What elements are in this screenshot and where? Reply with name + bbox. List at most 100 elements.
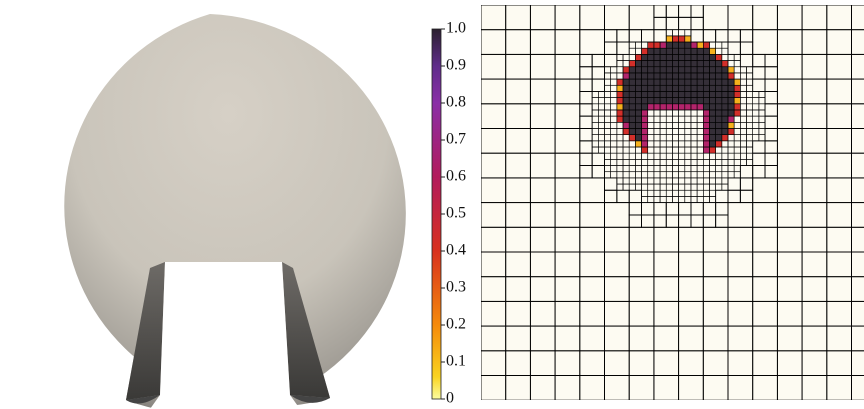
tick-label: 0.7 [446,131,466,148]
cell [697,42,703,48]
cell [623,98,629,104]
cell [728,129,734,135]
cell [685,98,691,104]
cell [666,73,672,79]
cell [691,48,697,54]
cell [648,104,654,110]
cell [617,98,623,104]
cell [679,104,685,110]
cell [635,116,641,122]
cell [709,122,715,128]
cell [635,67,641,73]
cell [697,73,703,79]
cell [697,91,703,97]
cell [722,67,728,73]
cell [629,135,635,141]
cell [642,54,648,60]
cell [691,91,697,97]
cell [709,98,715,104]
cell [716,54,722,60]
cell [635,85,641,91]
cell [716,98,722,104]
figure: 00.10.20.30.40.50.60.70.80.91.0 [0,0,864,409]
cell [623,73,629,79]
cell [728,122,734,128]
cell [728,98,734,104]
cell [734,79,740,85]
cell [703,98,709,104]
cell [642,73,648,79]
cell [617,104,623,110]
colorbar-ticks: 00.10.20.30.40.50.60.70.80.91.0 [441,20,466,407]
cell [629,122,635,128]
cell [654,79,660,85]
cell [703,110,709,116]
cell [672,48,678,54]
cell [672,54,678,60]
cell [672,98,678,104]
cell [648,98,654,104]
cell [709,67,715,73]
cell [703,61,709,67]
cell [629,98,635,104]
cell [722,129,728,135]
cell [635,73,641,79]
cell [672,85,678,91]
cell [654,104,660,110]
cell [629,67,635,73]
cell [709,110,715,116]
cell [660,67,666,73]
cell [660,79,666,85]
cell [716,122,722,128]
cell [660,54,666,60]
cell [679,67,685,73]
cell [703,122,709,128]
cell [716,73,722,79]
cell [716,85,722,91]
cell [685,79,691,85]
tick-label: 0.4 [446,242,466,259]
cell [703,147,709,153]
cell [642,141,648,147]
colorbar [432,29,441,399]
cell [722,91,728,97]
cell [679,91,685,97]
cell [697,79,703,85]
cell [697,98,703,104]
cell [623,67,629,73]
cell [629,85,635,91]
cell [716,67,722,73]
cell [697,67,703,73]
cell [642,129,648,135]
cell [648,48,654,54]
cell [679,54,685,60]
cell [654,67,660,73]
cell [691,67,697,73]
cell [648,73,654,79]
cell [685,42,691,48]
cell [666,98,672,104]
cell [648,91,654,97]
cell [623,116,629,122]
mesh [481,5,864,400]
cell [722,61,728,67]
cell [642,104,648,110]
cell [709,129,715,135]
cell [660,73,666,79]
tick-label: 0 [446,390,454,407]
cell [734,91,740,97]
cell [642,91,648,97]
cell [666,67,672,73]
cell [660,61,666,67]
cell [679,42,685,48]
cell [685,91,691,97]
cell [697,104,703,110]
cell [629,110,635,116]
cell [716,116,722,122]
cell [685,54,691,60]
cell [648,42,654,48]
cell [672,73,678,79]
cell [703,141,709,147]
cell [703,79,709,85]
cell [709,104,715,110]
